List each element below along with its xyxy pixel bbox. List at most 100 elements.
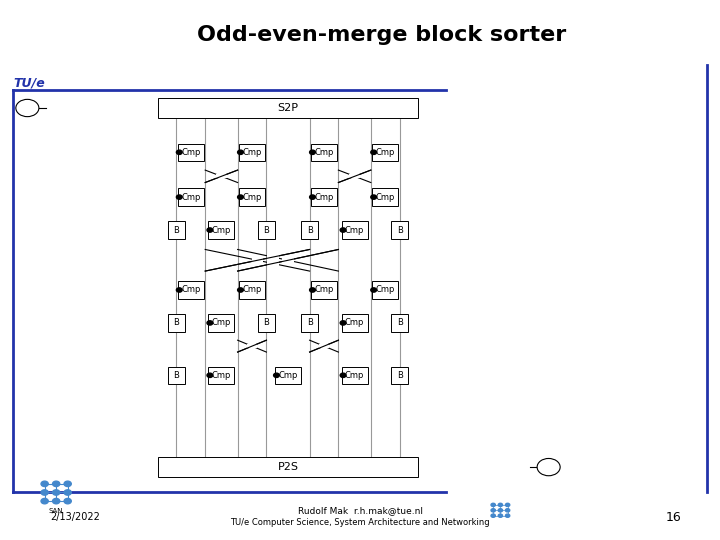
Bar [209,367,235,384]
Circle shape [498,503,503,507]
Circle shape [505,514,510,517]
Circle shape [340,321,346,325]
Circle shape [340,373,346,377]
Circle shape [274,373,279,377]
Circle shape [53,498,60,504]
Circle shape [505,509,510,512]
Circle shape [207,228,213,232]
Circle shape [498,514,503,517]
Bar [252,258,264,263]
Bar [301,314,318,332]
Bar [372,281,398,299]
Circle shape [53,481,60,487]
Bar [319,345,329,348]
Bar [258,221,275,239]
Text: SAN: SAN [49,508,63,514]
Bar [391,367,408,384]
Text: Odd-even-merge block sorter: Odd-even-merge block sorter [197,25,566,45]
Circle shape [491,514,495,517]
Text: S2P: S2P [277,103,299,113]
Text: B: B [397,226,402,234]
Text: B: B [307,226,312,234]
Text: Cmp: Cmp [181,193,200,201]
Circle shape [64,481,71,487]
Text: Rudolf Mak  r.h.mak@tue.nl: Rudolf Mak r.h.mak@tue.nl [297,506,423,515]
Circle shape [16,99,39,117]
Text: TU/e Computer Science, System Architecture and Networking: TU/e Computer Science, System Architectu… [230,518,490,526]
Bar [341,367,367,384]
Circle shape [64,490,71,495]
Bar [301,221,318,239]
Bar [216,174,227,178]
Bar [239,188,265,206]
Bar [239,281,265,299]
Circle shape [310,288,315,292]
Circle shape [310,195,315,199]
Bar [178,144,204,161]
Text: Cmp: Cmp [243,148,261,157]
Bar [239,144,265,161]
Bar [158,98,418,118]
Circle shape [238,150,243,154]
Circle shape [41,498,48,504]
Circle shape [371,195,377,199]
Bar [158,457,418,477]
Bar [168,367,185,384]
Bar [267,261,279,266]
Bar [311,188,337,206]
Bar [349,174,360,178]
Text: B: B [174,371,179,380]
Text: Cmp: Cmp [243,193,261,201]
Bar [372,144,398,161]
Bar [209,221,235,239]
Circle shape [310,150,315,154]
Circle shape [491,509,495,512]
Bar [247,345,257,348]
Text: Cmp: Cmp [315,286,333,294]
Text: 2/13/2022: 2/13/2022 [50,512,100,522]
Text: Cmp: Cmp [243,286,261,294]
Text: Cmp: Cmp [376,193,395,201]
Text: Cmp: Cmp [181,148,200,157]
Bar [311,281,337,299]
Circle shape [64,498,71,504]
Circle shape [238,195,243,199]
Text: B: B [264,319,269,327]
Circle shape [53,490,60,495]
Text: Cmp: Cmp [212,371,231,380]
Text: B: B [264,226,269,234]
Circle shape [491,503,495,507]
Text: Cmp: Cmp [345,319,364,327]
Text: Cmp: Cmp [345,226,364,234]
Circle shape [41,490,48,495]
Text: Cmp: Cmp [212,319,231,327]
Text: Cmp: Cmp [279,371,297,380]
Circle shape [498,509,503,512]
Text: Cmp: Cmp [315,193,333,201]
Bar [178,188,204,206]
Bar [209,314,235,332]
Text: Cmp: Cmp [181,286,200,294]
Text: Cmp: Cmp [376,148,395,157]
Text: B: B [397,371,402,380]
Circle shape [207,373,213,377]
Text: B: B [397,319,402,327]
Bar [391,314,408,332]
Circle shape [537,458,560,476]
Circle shape [340,228,346,232]
Circle shape [371,288,377,292]
Circle shape [41,481,48,487]
Text: B: B [174,226,179,234]
Bar [372,188,398,206]
Circle shape [238,288,243,292]
Circle shape [176,195,182,199]
Bar [275,367,301,384]
Bar [258,314,275,332]
Text: B: B [307,319,312,327]
Text: Cmp: Cmp [212,226,231,234]
Bar [391,221,408,239]
Bar [282,258,294,263]
Circle shape [176,288,182,292]
Text: Cmp: Cmp [376,286,395,294]
Bar [341,314,367,332]
